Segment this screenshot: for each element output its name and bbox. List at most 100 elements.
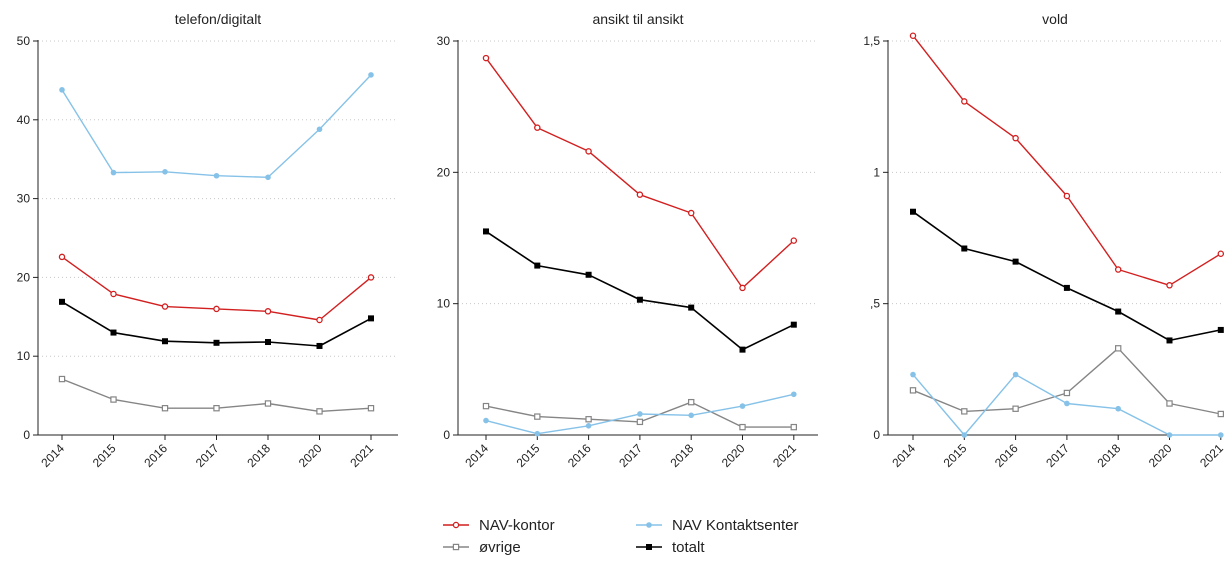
series-line: [61, 74, 372, 179]
data-point: [316, 316, 323, 324]
y-tick-label: 10: [437, 297, 451, 311]
legend-item-ovrige: øvrige: [443, 539, 521, 556]
chart-panel-2: ansikt til ansikt 0 10 20 30 2014 2015 2016 2017…: [437, 11, 818, 470]
data-point: [961, 245, 968, 252]
x-tick-label: 2015: [941, 441, 970, 470]
x-tick-label: 2021: [1197, 441, 1226, 470]
data-point: [961, 432, 968, 438]
series-nav-kontor: [58, 253, 375, 324]
y-tick-label: 0: [23, 428, 30, 442]
data-point: [790, 237, 798, 244]
y-tick-label: 20: [17, 270, 31, 284]
data-point: [1166, 337, 1173, 344]
data-point: [482, 54, 490, 62]
data-point: [636, 418, 644, 426]
data-point: [110, 290, 117, 298]
data-point: [637, 411, 643, 417]
chart-panel-1: telefon/digitalt 0 10 20 30 40 50 2014 2015 2016 2…: [17, 11, 398, 470]
series-line: [485, 57, 795, 289]
data-point: [1012, 258, 1019, 265]
series-line: [485, 230, 795, 351]
y-tick-label: 40: [17, 113, 31, 127]
x-tick-label: 2021: [347, 441, 376, 470]
data-point: [264, 400, 272, 407]
data-point: [264, 308, 272, 315]
y-tick-label: 1,5: [863, 34, 880, 48]
data-point: [265, 339, 271, 346]
data-point: [961, 98, 968, 105]
data-point: [110, 329, 117, 336]
y-tick-label: 30: [437, 34, 451, 48]
x-tick-label: 2016: [141, 441, 170, 470]
data-point: [791, 391, 797, 398]
data-point: [909, 32, 917, 39]
series-nav-kontaktsenter: [483, 391, 797, 437]
data-point: [367, 405, 375, 412]
y-tick-label: 30: [17, 192, 31, 206]
data-point: [59, 87, 65, 93]
y-tick-label: 0: [443, 428, 450, 442]
data-point: [534, 430, 541, 437]
x-tick-label: 2018: [668, 441, 697, 470]
x-tick-label: 2014: [889, 441, 918, 470]
x-tick-label: 2020: [296, 441, 325, 470]
x-tick-label: 2018: [244, 441, 273, 470]
data-point: [1166, 432, 1173, 438]
data-point: [909, 387, 917, 394]
data-point: [688, 304, 695, 311]
panel-title: vold: [1042, 11, 1068, 27]
data-point: [1217, 326, 1224, 333]
panel-title: ansikt til ansikt: [592, 11, 683, 27]
data-point: [585, 271, 592, 278]
x-tick-label: 2017: [193, 441, 222, 470]
y-tick-label: 20: [437, 165, 451, 179]
series-line: [912, 211, 1221, 342]
data-point: [739, 423, 746, 431]
x-tick-label: 2018: [1095, 441, 1124, 470]
legend-label: øvrige: [479, 539, 521, 556]
data-point: [368, 315, 374, 322]
data-point: [790, 321, 797, 328]
data-point: [961, 408, 968, 415]
series-ovrige: [909, 345, 1224, 418]
legend-label: totalt: [672, 539, 705, 556]
data-point: [636, 191, 644, 198]
data-point: [636, 296, 643, 303]
data-point: [316, 126, 323, 133]
data-point: [316, 342, 323, 349]
data-point: [367, 274, 375, 281]
x-tick-label: 2014: [38, 441, 67, 470]
data-point: [110, 169, 117, 176]
series-totalt: [910, 208, 1224, 344]
data-point: [1064, 400, 1070, 407]
legend: NAV-kontor NAV Kontaktsenter øvrige totalt: [443, 517, 798, 556]
data-point: [1217, 250, 1225, 258]
legend-swatch-marker: [646, 522, 652, 528]
legend-swatch-marker: [452, 543, 460, 551]
x-tick-label: 2021: [770, 441, 799, 470]
data-point: [213, 172, 220, 179]
y-tick-label: ,5: [870, 297, 880, 311]
x-tick-label: 2020: [719, 441, 748, 470]
data-point: [585, 423, 592, 429]
data-point: [534, 124, 541, 131]
data-point: [1063, 284, 1070, 291]
series-ovrige: [58, 375, 375, 415]
x-tick-label: 2014: [462, 441, 491, 470]
data-point: [910, 208, 916, 215]
data-point: [534, 262, 541, 269]
data-point: [739, 284, 746, 292]
y-tick-label: 10: [17, 349, 31, 363]
data-point: [1115, 405, 1121, 412]
data-point: [739, 403, 746, 409]
data-point: [687, 398, 695, 406]
legend-item-nav-kontaktsenter: NAV Kontaktsenter: [636, 517, 798, 534]
data-point: [59, 298, 65, 305]
series-ovrige: [482, 398, 798, 431]
legend-swatch-marker: [646, 544, 652, 550]
data-point: [483, 228, 489, 235]
data-point: [1166, 400, 1173, 407]
legend-item-totalt: totalt: [636, 539, 705, 556]
data-point: [162, 169, 168, 175]
